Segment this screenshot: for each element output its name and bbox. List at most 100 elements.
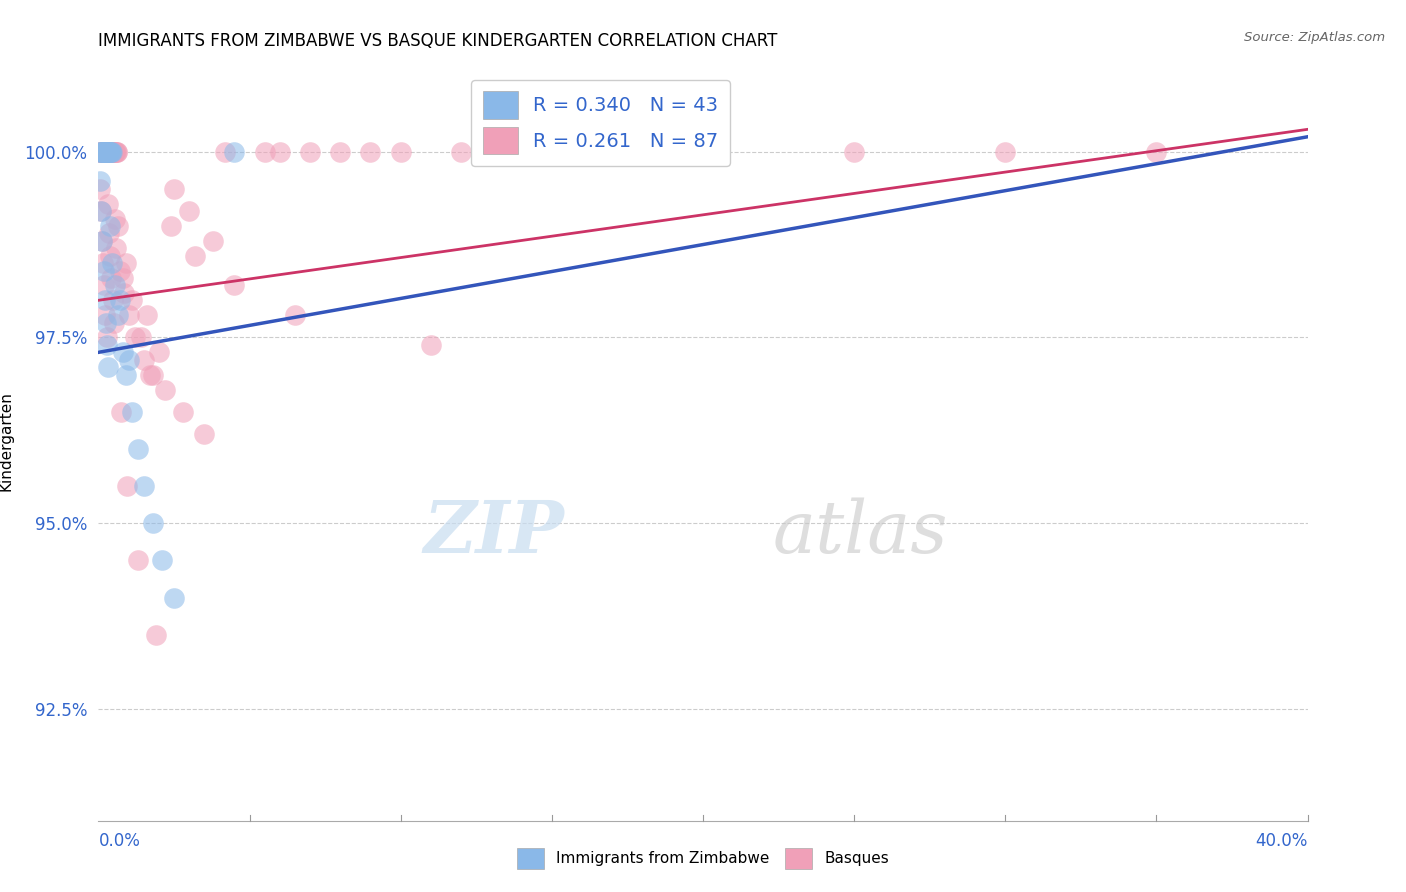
Point [104, 145, 127, 159]
Point [115, 479, 138, 493]
Point [96, 145, 118, 159]
Point [299, 145, 322, 159]
Point [101, 293, 124, 308]
Point [844, 145, 866, 159]
Point [91, 145, 114, 159]
Point [105, 145, 128, 159]
Point [111, 271, 134, 285]
Point [105, 241, 128, 255]
Point [163, 591, 186, 605]
Point [103, 316, 125, 330]
Point [104, 278, 127, 293]
Point [94, 308, 117, 322]
Point [93, 145, 115, 159]
Point [105, 145, 128, 159]
Point [94, 316, 117, 330]
Point [284, 308, 307, 322]
Point [90, 145, 112, 159]
Point [142, 516, 165, 531]
Point [994, 145, 1017, 159]
Point [96, 338, 118, 352]
Point [571, 145, 593, 159]
Point [90, 204, 112, 219]
Point [118, 352, 141, 367]
Point [163, 182, 186, 196]
Point [104, 145, 127, 159]
Point [253, 145, 276, 159]
Point [100, 145, 122, 159]
Point [93, 263, 115, 277]
Point [100, 145, 122, 159]
Point [100, 145, 122, 159]
Point [96, 145, 118, 159]
Point [91, 145, 114, 159]
Point [360, 145, 382, 159]
Point [127, 442, 149, 456]
Point [121, 405, 143, 419]
Point [96, 145, 118, 159]
Text: IMMIGRANTS FROM ZIMBABWE VS BASQUE KINDERGARTEN CORRELATION CHART: IMMIGRANTS FROM ZIMBABWE VS BASQUE KINDE… [98, 32, 778, 50]
Point [93, 145, 115, 159]
Legend: Immigrants from Zimbabwe, Basques: Immigrants from Zimbabwe, Basques [510, 841, 896, 875]
Point [224, 278, 246, 293]
Point [90, 234, 112, 248]
Point [98, 145, 121, 159]
Point [94, 145, 117, 159]
Point [97, 145, 120, 159]
Point [124, 330, 146, 344]
Point [94, 145, 117, 159]
Point [132, 479, 155, 493]
Point [98, 145, 121, 159]
Point [132, 352, 155, 367]
Point [94, 293, 117, 308]
Point [98, 219, 121, 233]
Point [111, 345, 134, 359]
Point [193, 427, 215, 442]
Point [135, 308, 157, 322]
Point [202, 234, 225, 248]
Point [100, 145, 122, 159]
Point [692, 145, 714, 159]
Point [107, 219, 129, 233]
Point [104, 211, 127, 226]
Point [89, 145, 111, 159]
Point [91, 145, 114, 159]
Point [94, 145, 117, 159]
Point [90, 145, 112, 159]
Point [93, 145, 115, 159]
Point [91, 234, 114, 248]
Point [269, 145, 291, 159]
Point [90, 145, 112, 159]
Text: 40.0%: 40.0% [1256, 831, 1308, 850]
Point [97, 145, 120, 159]
Point [91, 145, 114, 159]
Point [420, 338, 443, 352]
Point [450, 145, 472, 159]
Point [214, 145, 236, 159]
Point [118, 308, 141, 322]
Point [91, 145, 114, 159]
Point [93, 278, 115, 293]
Point [100, 145, 122, 159]
Point [145, 628, 167, 642]
Point [129, 330, 152, 344]
Point [110, 405, 132, 419]
Point [108, 263, 131, 277]
Point [98, 145, 121, 159]
Point [91, 256, 114, 270]
Point [90, 204, 112, 219]
Point [104, 145, 127, 159]
Point [90, 145, 112, 159]
Point [98, 249, 121, 263]
Point [160, 219, 183, 233]
Point [114, 256, 136, 270]
Point [150, 553, 173, 567]
Point [89, 174, 111, 188]
Point [103, 145, 125, 159]
Point [108, 293, 131, 308]
Point [97, 196, 120, 211]
Point [224, 145, 246, 159]
Point [148, 345, 170, 359]
Point [153, 383, 176, 397]
Point [101, 145, 124, 159]
